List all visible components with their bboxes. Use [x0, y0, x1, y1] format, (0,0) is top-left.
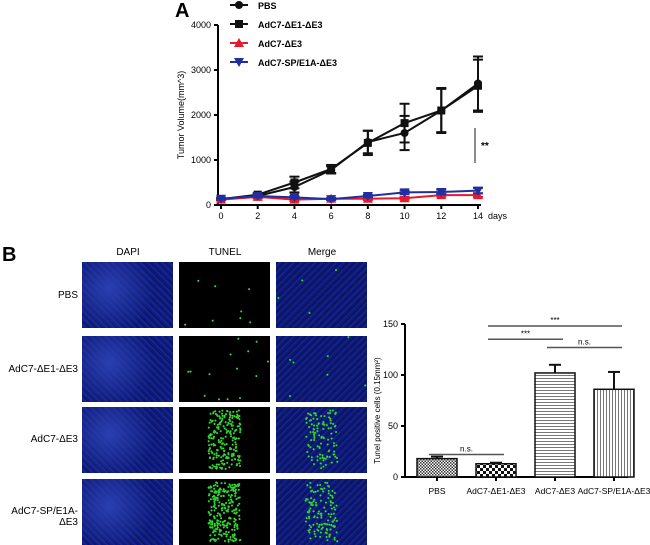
- x-tick-label: 2: [255, 211, 260, 221]
- x-tick-label: 0: [218, 211, 223, 221]
- legend-marker: [234, 58, 244, 67]
- data-point: [399, 193, 410, 203]
- y-tick-label: 4000: [191, 20, 211, 30]
- legend-label: AdC7-ΔE1-ΔE3: [258, 20, 322, 30]
- row-label-adc7-sp-e1a-de3: AdC7-SP/E1A-ΔE3: [11, 506, 78, 528]
- data-point: [216, 194, 226, 204]
- legend-marker: [234, 38, 244, 47]
- bar: [475, 462, 517, 478]
- x-tick-label: PBS: [428, 486, 445, 496]
- x-tick-label: AdC7-ΔE3: [535, 486, 575, 496]
- panel-b-label: B: [2, 244, 17, 266]
- legend-label: AdC7-ΔE3: [258, 39, 302, 49]
- data-point: [289, 193, 300, 203]
- series-line: [220, 84, 479, 201]
- row-label-adc7-de3: AdC7-ΔE3: [30, 434, 78, 445]
- x-axis-label: days: [488, 211, 508, 221]
- row-label-pbs: PBS: [57, 290, 78, 301]
- merge-image-row-4: [276, 479, 367, 545]
- dapi-image-row-2: [82, 336, 173, 402]
- bar: [593, 388, 635, 478]
- data-point: [327, 165, 336, 173]
- y-axis-label: Tunel positive cells (0.15mm²): [373, 357, 382, 464]
- data-point: [473, 186, 483, 196]
- data-point: [363, 138, 372, 147]
- dapi-image-row-1: [82, 262, 173, 328]
- x-tick-label: 8: [365, 211, 370, 221]
- y-tick-label: 3000: [191, 65, 211, 75]
- tunel-image-row-1: [179, 262, 270, 328]
- col-title-merge: Merge: [307, 247, 337, 258]
- x-tick-label: 4: [292, 211, 297, 221]
- bar: [534, 372, 576, 478]
- legend-label: PBS: [258, 1, 277, 11]
- y-tick-label: 2000: [191, 110, 211, 120]
- series-line: [220, 82, 479, 201]
- data-point: [474, 81, 482, 90]
- dapi-image-row-3: [82, 407, 173, 473]
- y-tick-label: 150: [383, 319, 398, 329]
- data-point: [399, 188, 410, 198]
- x-tick-label: AdC7-ΔE1-ΔE3: [466, 486, 525, 496]
- data-point: [437, 106, 446, 115]
- col-title-tunel: TUNEL: [208, 247, 242, 258]
- significance-label: ***: [521, 329, 530, 338]
- x-tick-label: AdC7-SP/E1A-ΔE3: [578, 486, 650, 496]
- significance-label: n.s.: [578, 337, 591, 346]
- y-tick-label: 0: [206, 200, 211, 210]
- data-point: [326, 195, 337, 205]
- row-label-adc7-de1-de3: AdC7-ΔE1-ΔE3: [8, 364, 79, 375]
- significance-label: **: [481, 141, 489, 152]
- x-tick-label: 14: [473, 211, 483, 221]
- panel-a-label: A: [175, 0, 190, 22]
- data-point: [400, 119, 409, 128]
- tunel-image-row-2: [179, 336, 270, 402]
- merge-image-row-3: [276, 407, 367, 473]
- legend-label: AdC7-SP/E1A-ΔE3: [258, 58, 337, 68]
- significance-label: ***: [550, 316, 559, 325]
- series-line: [220, 194, 478, 201]
- tunel-image-row-3: [179, 407, 270, 473]
- data-point: [252, 192, 263, 201]
- data-point: [362, 192, 373, 201]
- bar: [416, 457, 458, 478]
- data-point: [290, 178, 299, 187]
- tumor-volume-line-chart: 0 1000 2000 3000 4000 0 2 4 6 8 10 12 14 days Tumor Vo…: [176, 1, 508, 221]
- tunel-image-row-4: [179, 479, 270, 545]
- col-title-dapi: DAPI: [116, 247, 140, 258]
- dapi-image-row-4: [82, 479, 173, 545]
- x-tick-label: 10: [400, 211, 410, 221]
- significance-label: n.s.: [460, 445, 473, 454]
- legend-marker: [235, 1, 243, 9]
- y-axis-label: Tumor Volume(mm^3): [176, 71, 186, 159]
- y-tick-label: 0: [393, 472, 398, 482]
- legend-marker: [235, 20, 243, 28]
- series-line: [220, 189, 479, 201]
- data-point: [436, 187, 447, 197]
- merge-image-row-1: [276, 262, 367, 328]
- y-tick-label: 100: [383, 370, 398, 380]
- x-tick-label: 12: [436, 211, 446, 221]
- x-tick-label: 6: [329, 211, 334, 221]
- y-tick-label: 1000: [191, 155, 211, 165]
- y-tick-label: 50: [388, 421, 398, 431]
- merge-image-row-2: [276, 336, 367, 402]
- tunel-bar-chart: 0 50 100 150 Tunel positive cells (0.15mm²) P…: [373, 316, 650, 496]
